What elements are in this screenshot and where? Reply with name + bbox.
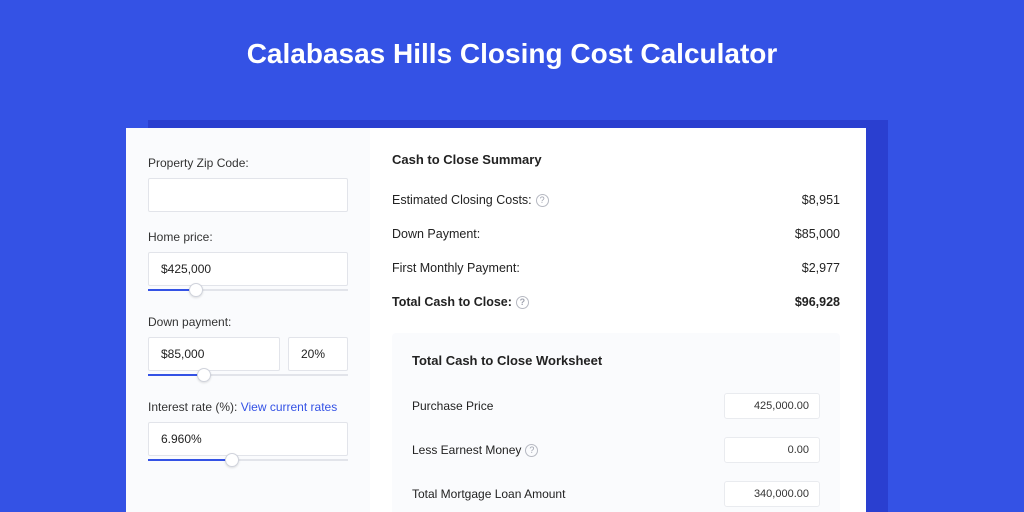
interest-rate-input[interactable]: [148, 422, 348, 456]
field-interest-rate: Interest rate (%): View current rates: [148, 400, 348, 467]
down-payment-pct-input[interactable]: [288, 337, 348, 371]
summary-row: Total Cash to Close:? $96,928: [392, 285, 840, 319]
worksheet-rows: Purchase Price 425,000.00 Less Earnest Mon…: [412, 384, 820, 512]
worksheet-title: Total Cash to Close Worksheet: [412, 353, 820, 368]
app-window: Property Zip Code: Home price: Down paym…: [126, 128, 866, 512]
summary-row: First Monthly Payment: $2,977: [392, 251, 840, 285]
worksheet-row-label: Total Mortgage Loan Amount: [412, 487, 565, 501]
summary-row-label-text: Total Cash to Close:: [392, 295, 512, 309]
interest-rate-label-text: Interest rate (%):: [148, 400, 237, 414]
down-payment-label: Down payment:: [148, 315, 348, 329]
summary-row-label-text: Estimated Closing Costs:: [392, 193, 532, 207]
worksheet-row: Total Mortgage Loan Amount 340,000.00: [412, 472, 820, 512]
home-price-slider[interactable]: [148, 285, 348, 297]
slider-thumb[interactable]: [225, 453, 239, 467]
summary-row-label: Estimated Closing Costs:?: [392, 193, 549, 207]
slider-thumb[interactable]: [197, 368, 211, 382]
field-down-payment: Down payment:: [148, 315, 348, 382]
worksheet-row-label-text: Purchase Price: [412, 399, 493, 413]
interest-rate-label: Interest rate (%): View current rates: [148, 400, 348, 414]
worksheet-panel: Total Cash to Close Worksheet Purchase P…: [392, 333, 840, 512]
worksheet-row-label: Purchase Price: [412, 399, 493, 413]
worksheet-row: Purchase Price 425,000.00: [412, 384, 820, 428]
help-icon[interactable]: ?: [536, 194, 549, 207]
summary-rows: Estimated Closing Costs:? $8,951 Down Paym…: [392, 183, 840, 319]
down-payment-input[interactable]: [148, 337, 280, 371]
zip-label: Property Zip Code:: [148, 156, 348, 170]
worksheet-value-box[interactable]: 425,000.00: [724, 393, 820, 419]
summary-title: Cash to Close Summary: [392, 152, 840, 167]
summary-row-label: Down Payment:: [392, 227, 480, 241]
worksheet-value-box[interactable]: 0.00: [724, 437, 820, 463]
summary-row-value: $85,000: [795, 227, 840, 241]
slider-fill: [148, 459, 232, 461]
slider-thumb[interactable]: [189, 283, 203, 297]
summary-row-label-text: First Monthly Payment:: [392, 261, 520, 275]
summary-row: Estimated Closing Costs:? $8,951: [392, 183, 840, 217]
summary-row-value: $2,977: [802, 261, 840, 275]
home-price-label: Home price:: [148, 230, 348, 244]
zip-input[interactable]: [148, 178, 348, 212]
summary-row-label: Total Cash to Close:?: [392, 295, 529, 309]
worksheet-row-label: Less Earnest Money?: [412, 443, 538, 457]
sidebar: Property Zip Code: Home price: Down paym…: [126, 128, 370, 512]
help-icon[interactable]: ?: [525, 444, 538, 457]
worksheet-row-label-text: Less Earnest Money: [412, 443, 521, 457]
slider-fill: [148, 374, 204, 376]
main-panel: Cash to Close Summary Estimated Closing …: [370, 128, 866, 512]
field-zip: Property Zip Code:: [148, 156, 348, 212]
worksheet-row: Less Earnest Money? 0.00: [412, 428, 820, 472]
interest-rate-slider[interactable]: [148, 455, 348, 467]
summary-row-value: $8,951: [802, 193, 840, 207]
page-title: Calabasas Hills Closing Cost Calculator: [0, 0, 1024, 100]
summary-row: Down Payment: $85,000: [392, 217, 840, 251]
summary-row-label: First Monthly Payment:: [392, 261, 520, 275]
view-rates-link[interactable]: View current rates: [241, 400, 338, 414]
down-payment-slider[interactable]: [148, 370, 348, 382]
worksheet-value-box[interactable]: 340,000.00: [724, 481, 820, 507]
worksheet-row-label-text: Total Mortgage Loan Amount: [412, 487, 565, 501]
help-icon[interactable]: ?: [516, 296, 529, 309]
home-price-input[interactable]: [148, 252, 348, 286]
field-home-price: Home price:: [148, 230, 348, 297]
summary-row-value: $96,928: [795, 295, 840, 309]
summary-row-label-text: Down Payment:: [392, 227, 480, 241]
